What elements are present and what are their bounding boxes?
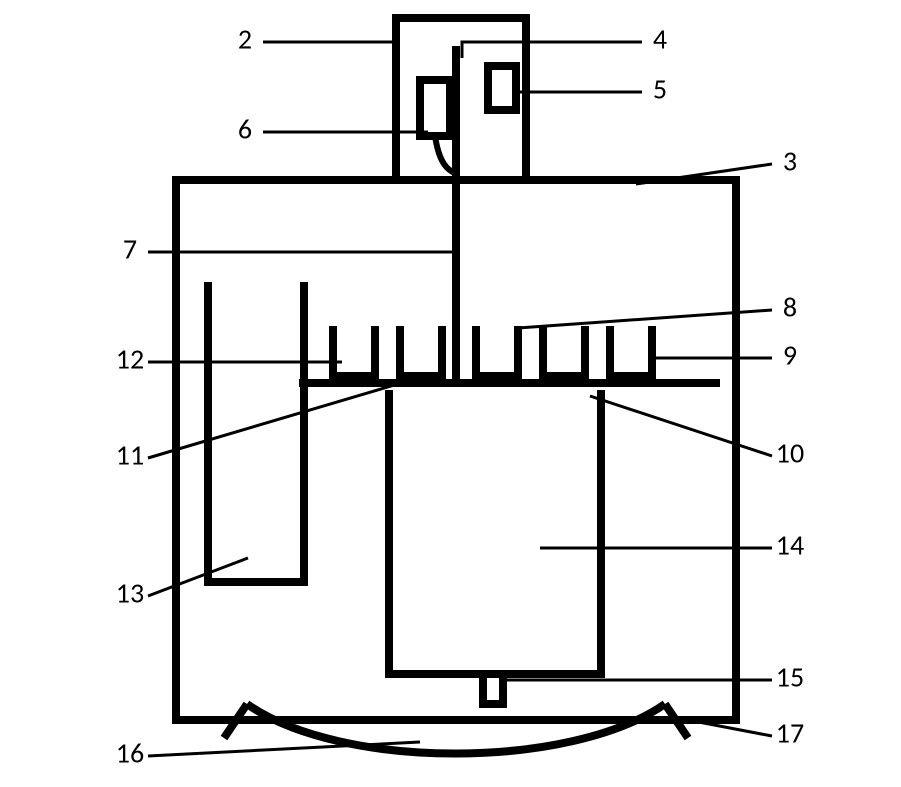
spout xyxy=(483,674,503,704)
label-10: 10 xyxy=(776,436,804,471)
label-6: 6 xyxy=(238,112,252,147)
label-11: 11 xyxy=(116,438,144,473)
label-7: 7 xyxy=(123,232,137,267)
label-8: 8 xyxy=(783,290,797,325)
leader-11 xyxy=(148,378,418,458)
label-14: 14 xyxy=(776,528,804,563)
cup-9 xyxy=(610,326,652,376)
label-16: 16 xyxy=(116,736,144,771)
cup-8 xyxy=(476,326,518,376)
label-4: 4 xyxy=(653,22,667,57)
leader-10 xyxy=(590,396,772,456)
leader-13 xyxy=(148,558,248,596)
left-column xyxy=(208,282,304,582)
leader-4 xyxy=(462,42,642,58)
cup-12 xyxy=(333,326,375,376)
label-17: 17 xyxy=(776,716,804,751)
cup-10 xyxy=(543,326,585,376)
label-15: 15 xyxy=(776,660,804,695)
label-12: 12 xyxy=(116,342,144,377)
label-9: 9 xyxy=(783,338,797,373)
label-3: 3 xyxy=(783,144,797,179)
label-2: 2 xyxy=(238,22,252,57)
inner-block-5 xyxy=(488,66,516,110)
cup-11 xyxy=(400,326,442,376)
label-13: 13 xyxy=(116,576,144,611)
bottom-arc xyxy=(247,704,665,754)
big-vessel xyxy=(389,390,601,674)
label-5: 5 xyxy=(653,72,667,107)
inner-block-6 xyxy=(420,80,450,136)
